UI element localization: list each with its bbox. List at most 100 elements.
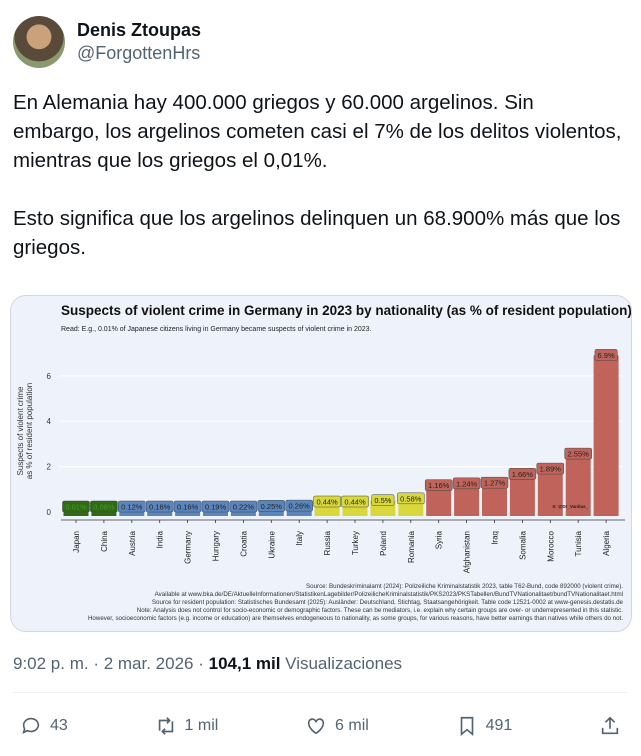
data-label-box [480,476,509,489]
author-name[interactable]: Denis Ztoupas [77,20,202,40]
chart-image[interactable]: Suspects of violent crime in Germany in … [10,295,632,632]
y-tick-label: 6 [47,372,52,381]
data-label: 2.55% [568,450,590,459]
data-label-box [257,500,286,512]
data-label-box [424,479,453,491]
x-tick-label: Somalia [518,530,527,559]
x-tick-label: India [156,530,165,548]
source-note: However, socioeconomic factors (e.g. inc… [88,615,623,622]
data-label: 1.66% [512,470,534,479]
data-label-box [371,494,395,506]
data-label-box [229,500,258,513]
data-label: 1.24% [456,479,478,488]
reply-count: 43 [50,717,68,734]
data-label-box [313,495,341,508]
data-label-box [90,500,118,513]
data-label-box [173,500,202,513]
x-tick-label: Algeria [602,530,611,555]
bar-chart: Suspects of violent crime in Germany in … [16,303,631,622]
y-tick-label: 4 [47,417,52,426]
data-label-box [397,492,425,505]
action-bar: 43 1 mil 6 mil 491 [20,715,621,737]
data-label: 6.9% [598,351,615,360]
x-tick-label: China [100,530,109,551]
bookmark-button[interactable]: 491 [456,715,512,737]
x-tick-label: Croatia [239,530,248,556]
x-tick-label: Italy [295,531,304,546]
y-axis-label: Suspects of violent crime [16,386,25,475]
divider [13,692,628,693]
data-label: 0.58% [400,494,422,503]
x-tick-label: Hungary [212,531,221,561]
x-tick-label: Afghanistan [463,531,472,573]
bookmark-icon [460,716,473,737]
data-label: 0.16% [149,503,171,512]
data-label-box [62,500,90,513]
heart-icon [307,718,325,735]
bar [509,474,535,516]
data-label-box [118,500,146,513]
chart-subtitle: Read: E.g., 0.01% of Japanese citizens l… [61,326,372,333]
author-handle[interactable]: @ForgottenHrs [77,43,201,63]
share-icon [601,716,619,735]
avatar[interactable] [13,16,65,68]
data-label-box [508,468,537,480]
x-tick-label: Germany [184,531,193,564]
post-date[interactable]: 2 mar. 2026 [103,654,194,673]
data-label: 1.89% [540,465,562,474]
source-note: Available at www.bka.de/DE/AktuelleInfor… [155,591,623,598]
x-tick-label: Austria [128,530,137,555]
data-label-box [536,462,565,475]
source-note: Source: Bundeskriminalamt (2024): Polize… [306,583,623,590]
y-tick-label: 2 [47,463,52,472]
reply-button[interactable]: 43 [20,715,68,737]
data-label-box [452,477,481,490]
post-text: En Alemania hay 400.000 griegos y 60.000… [13,91,622,259]
views-count: 104,1 mil [208,654,281,673]
like-button[interactable]: 6 mil [305,715,369,737]
post-header: Denis Ztoupas @ForgottenHrs [13,16,201,68]
post-time[interactable]: 9:02 p. m. [13,654,89,673]
share-button[interactable] [599,715,621,737]
x-tick-label: Iraq [491,531,500,545]
x-tick-label: Poland [379,531,388,556]
bar [537,469,563,516]
chart-title: Suspects of violent crime in Germany in … [61,303,631,318]
bar [593,355,619,516]
data-label: 0.44% [344,498,366,507]
repost-icon [158,717,173,735]
data-label: 0.08% [93,503,115,512]
source-note: Note: Analysis does not control for soci… [137,607,623,614]
x-tick-label: Tunisia [574,530,583,556]
data-label: 0.44% [316,498,338,507]
post-meta: 9:02 p. m. · 2 mar. 2026 · 104,1 mil Vis… [13,654,403,673]
data-label-box [145,500,174,513]
like-count: 6 mil [335,717,369,734]
x-tick-label: Syria [435,530,444,549]
bar [565,454,591,516]
repost-button[interactable]: 1 mil [155,715,219,737]
data-label: 0.5% [374,496,391,505]
data-label: 0.19% [205,503,227,512]
y-axis-label: as % of resident population [25,383,34,480]
x-tick-label: Romania [407,530,416,563]
data-label-box [594,349,618,361]
data-label: 0.26% [289,502,311,511]
data-label: 1.27% [484,479,506,488]
data-label: 0.01% [65,503,87,512]
x-tick-label: Morocco [546,530,555,561]
watermark: X: @Dr_Vanitas_ [552,504,588,509]
data-label: 0.22% [233,503,255,512]
y-tick-label: 0 [47,508,52,517]
x-tick-label: Ukraine [267,530,276,558]
data-label-box [341,495,369,508]
data-label-box [285,499,313,512]
data-label: 0.12% [121,503,143,512]
data-label: 0.25% [261,502,283,511]
bar [482,483,507,516]
bar [454,483,480,516]
x-tick-label: Russia [323,530,332,555]
data-label-box [201,500,230,513]
x-tick-label: Japan [72,531,81,553]
repost-count: 1 mil [184,717,219,734]
